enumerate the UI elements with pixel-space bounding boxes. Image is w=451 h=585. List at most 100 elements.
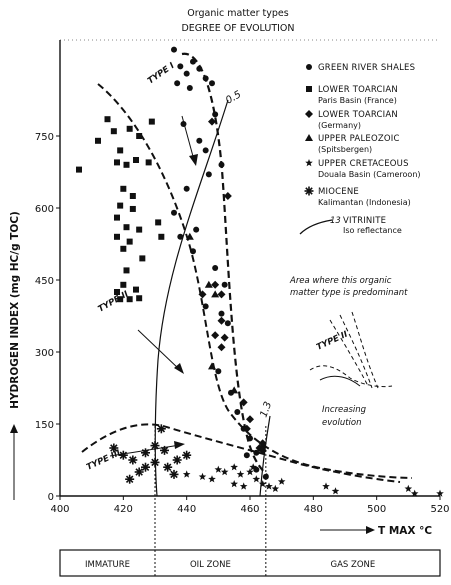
legend-iso-subtitle: Iso reflectance (343, 226, 402, 235)
point-diamond (220, 333, 229, 342)
point-asterisk (109, 443, 119, 453)
point-triangle (230, 386, 239, 394)
point-square (148, 118, 155, 125)
y-axis-arrow-head (10, 424, 18, 433)
point-star-shape (404, 484, 413, 492)
legend-title: LOWER TOARCIAN (318, 110, 398, 120)
point-star (331, 487, 340, 495)
type2-arrowhead (174, 363, 184, 374)
legend-marker-triangle (305, 134, 313, 141)
point-asterisk-stroke (129, 456, 137, 464)
point-asterisk (160, 445, 169, 455)
legend-marker-square-shape (306, 86, 312, 92)
point-triangle-shape (208, 362, 216, 370)
point-square (120, 245, 127, 252)
legend-subtitle: Kalimantan (Indonesia) (318, 198, 411, 207)
point-diamond-shape (198, 290, 207, 299)
legend-title: MIOCENE (318, 187, 359, 197)
point-circle-shape (180, 121, 187, 127)
point-square-shape (114, 214, 120, 221)
point-square-shape (148, 118, 155, 125)
point-square-shape (126, 125, 133, 132)
point-circle-shape (212, 111, 219, 118)
point-circle (243, 452, 250, 459)
point-asterisk-stroke (125, 475, 134, 483)
point-star-shape (198, 472, 207, 480)
point-circle-shape (202, 303, 209, 310)
legend-iso-line (299, 219, 333, 235)
point-star-shape (230, 463, 238, 471)
point-circle (224, 320, 231, 327)
point-square (126, 238, 133, 245)
data-points (76, 46, 444, 497)
point-star (252, 475, 261, 483)
point-square-shape (104, 116, 111, 123)
point-circle-shape (190, 248, 196, 255)
type2-label: TYPE II (97, 289, 131, 314)
point-diamond-shape (208, 117, 216, 126)
point-square (133, 286, 139, 293)
point-square (133, 157, 139, 163)
point-asterisk-stroke (151, 458, 159, 467)
point-circle-shape (193, 226, 200, 233)
point-square-shape (123, 224, 130, 231)
point-circle-shape (234, 409, 241, 415)
y-tick-label: 450 (35, 276, 54, 287)
point-square (129, 205, 136, 212)
point-diamond-shape (220, 333, 229, 342)
predominant-line2: matter type is predominant (290, 288, 408, 298)
point-circle-shape (205, 171, 212, 178)
legend-marker-diamond (305, 110, 313, 118)
point-asterisk-stroke (141, 463, 150, 471)
legend-subtitle: Paris Basin (France) (318, 96, 397, 105)
point-asterisk-stroke (182, 451, 191, 459)
x-tick-label: 420 (114, 504, 133, 515)
point-square-shape (120, 245, 127, 252)
legend-marker-triangle-shape (305, 134, 313, 141)
legend-subtitle: (Germany) (318, 121, 361, 130)
point-circle (205, 171, 212, 178)
point-square (136, 133, 143, 139)
x-tick-label: 500 (367, 504, 386, 515)
point-square-shape (120, 281, 127, 288)
point-square (123, 224, 130, 231)
point-circle (190, 58, 196, 65)
inset-curve-d (309, 365, 393, 388)
point-diamond (211, 280, 220, 289)
type3-curve (81, 423, 401, 483)
point-star (182, 470, 191, 478)
point-asterisk (125, 474, 135, 484)
x-tick-label: 520 (430, 504, 449, 515)
x-tick-label: 480 (304, 504, 323, 515)
point-square (114, 233, 120, 240)
legend-marker-star (305, 159, 313, 167)
x-tick-label: 460 (240, 504, 259, 515)
point-asterisk-stroke (135, 468, 143, 476)
point-diamond-shape (223, 192, 232, 200)
point-star-shape (208, 475, 216, 483)
point-asterisk (150, 441, 160, 451)
y-ticks: 0 150 300 450 600 750 (35, 132, 60, 503)
point-square-shape (126, 296, 133, 303)
point-triangle-shape (185, 232, 194, 240)
point-circle (215, 368, 222, 375)
point-square-shape (95, 137, 101, 144)
point-square-shape (126, 238, 133, 245)
point-triangle (204, 280, 213, 288)
x-tick-label: 400 (50, 504, 69, 515)
point-star-shape (258, 480, 267, 488)
point-circle-shape (190, 58, 196, 65)
point-circle (212, 265, 219, 271)
x-tick-label: 440 (177, 504, 196, 515)
point-triangle-shape (230, 386, 239, 394)
type1-curve (181, 52, 269, 477)
point-diamond (217, 316, 226, 325)
point-star (220, 468, 229, 476)
point-square-shape (136, 133, 143, 139)
point-circle-shape (212, 265, 219, 271)
legend-marker-square (306, 86, 312, 92)
point-circle (209, 80, 215, 87)
point-square (129, 193, 136, 199)
predominant-line1: Area where this organic (289, 276, 392, 286)
point-square-shape (114, 159, 120, 166)
